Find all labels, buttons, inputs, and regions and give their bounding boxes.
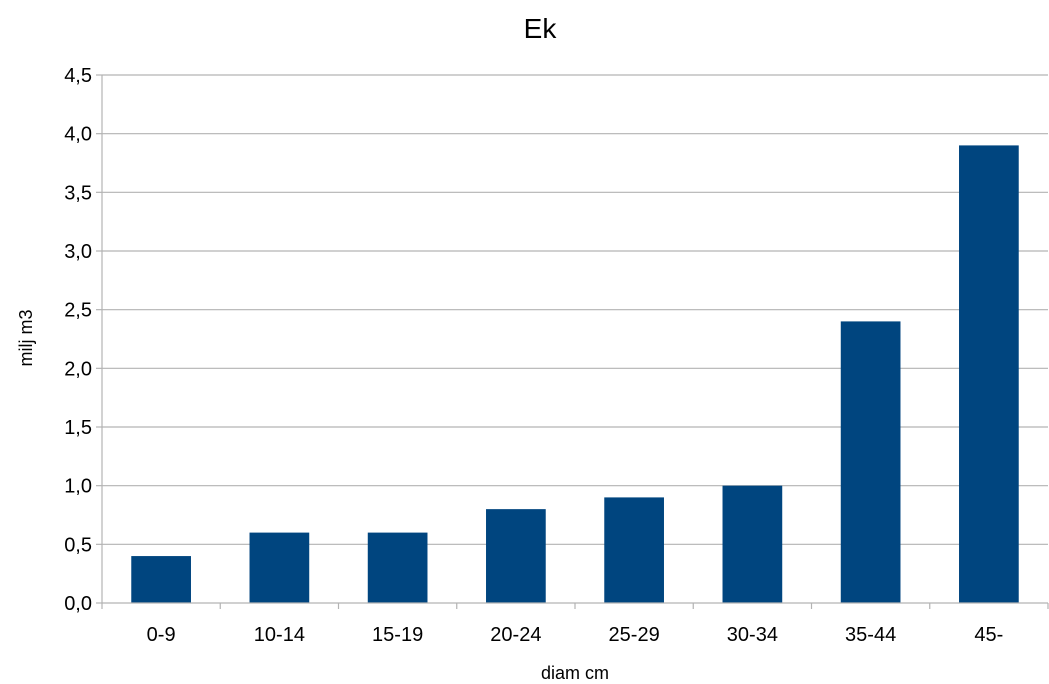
y-tick-label: 3,5 [64,182,92,204]
y-tick-label: 2,5 [64,300,92,322]
x-tick-label: 45- [974,624,1003,646]
bars [131,145,1019,603]
y-tick-label: 1,0 [64,476,92,498]
x-tick-label: 20-24 [490,624,541,646]
gridlines [102,74,1048,545]
y-tick-label: 4,5 [64,65,92,87]
bar-35-44 [840,321,901,603]
y-tick-label: 3,0 [64,241,92,263]
bar-30-34 [722,485,783,603]
y-tick-label: 2,0 [64,358,92,380]
y-tick-label: 4,0 [64,124,92,146]
y-tick-label: 0,5 [64,534,92,556]
y-tick-label: 1,5 [64,417,92,439]
bar-15-19 [367,532,428,603]
y-axis: 0,0 0,5 1,0 1,5 2,0 2,5 3,0 3,5 4,0 4,5 [64,65,103,615]
x-axis: 0-9 10-14 15-19 20-24 25-29 30-34 35-44 45- [101,602,1049,646]
chart-title: Ek [524,13,558,44]
x-tick-label: 30-34 [727,624,778,646]
x-axis-title: diam cm [541,663,609,683]
bar-45- [959,145,1019,603]
y-tick-label: 0,0 [64,593,92,615]
x-tick-label: 10-14 [254,624,305,646]
bar-0-9 [131,556,191,603]
bar-25-29 [604,497,664,603]
bar-10-14 [249,532,310,603]
x-tick-label: 15-19 [372,624,423,646]
x-tick-label: 25-29 [609,624,660,646]
x-tick-label: 0-9 [147,624,176,646]
y-axis-title: milj m3 [16,310,36,367]
bar-20-24 [486,509,546,603]
x-tick-label: 35-44 [845,624,896,646]
